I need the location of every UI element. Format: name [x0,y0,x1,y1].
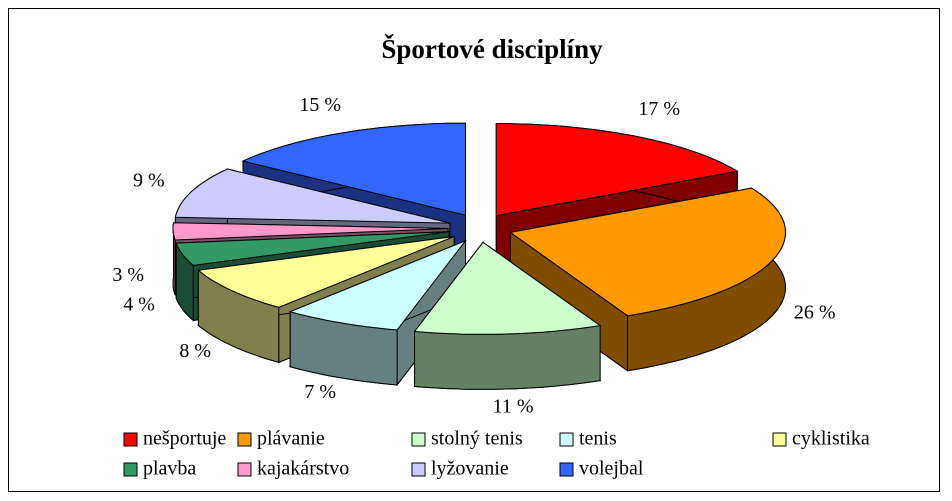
legend-label: cyklistika [792,428,870,450]
legend-swatch [559,462,574,477]
legend-swatch [411,462,426,477]
legend-swatch [772,432,787,447]
slice [174,168,451,224]
legend-label: volejbal [579,458,644,480]
legend-swatch [123,462,138,477]
legend-label: kajakárstvo [257,458,349,480]
data-label: 8 % [179,340,211,362]
legend-swatch [123,432,138,447]
data-label: 7 % [304,381,336,403]
slice [241,122,466,216]
legend-swatch [237,432,252,447]
data-label: 9 % [133,169,165,191]
data-label: 11 % [493,395,534,417]
slice [495,123,739,217]
slice-wall [414,325,601,390]
slice [288,239,468,331]
legend-label: nešportuje [143,428,226,450]
data-label: 3 % [112,264,144,286]
legend-label: plávanie [257,428,325,450]
legend-label: plavba [143,458,196,480]
legend-swatch [559,432,574,447]
slice [175,231,450,266]
chart-title: Športové disciplíny [381,34,603,64]
legend-label: tenis [579,428,617,450]
data-label: 26 % [794,302,836,324]
slice [172,222,449,241]
legend-label: stolný tenis [431,428,523,450]
data-label: 17 % [638,98,680,120]
legend-swatch [237,462,252,477]
slice [413,240,602,390]
chart-frame [8,8,940,492]
slice [509,187,786,317]
data-label: 4 % [123,294,155,316]
slice [197,236,455,308]
slice [413,241,602,335]
legend-label: lyžovanie [431,458,509,480]
data-label: 15 % [299,94,341,116]
legend-swatch [411,432,426,447]
